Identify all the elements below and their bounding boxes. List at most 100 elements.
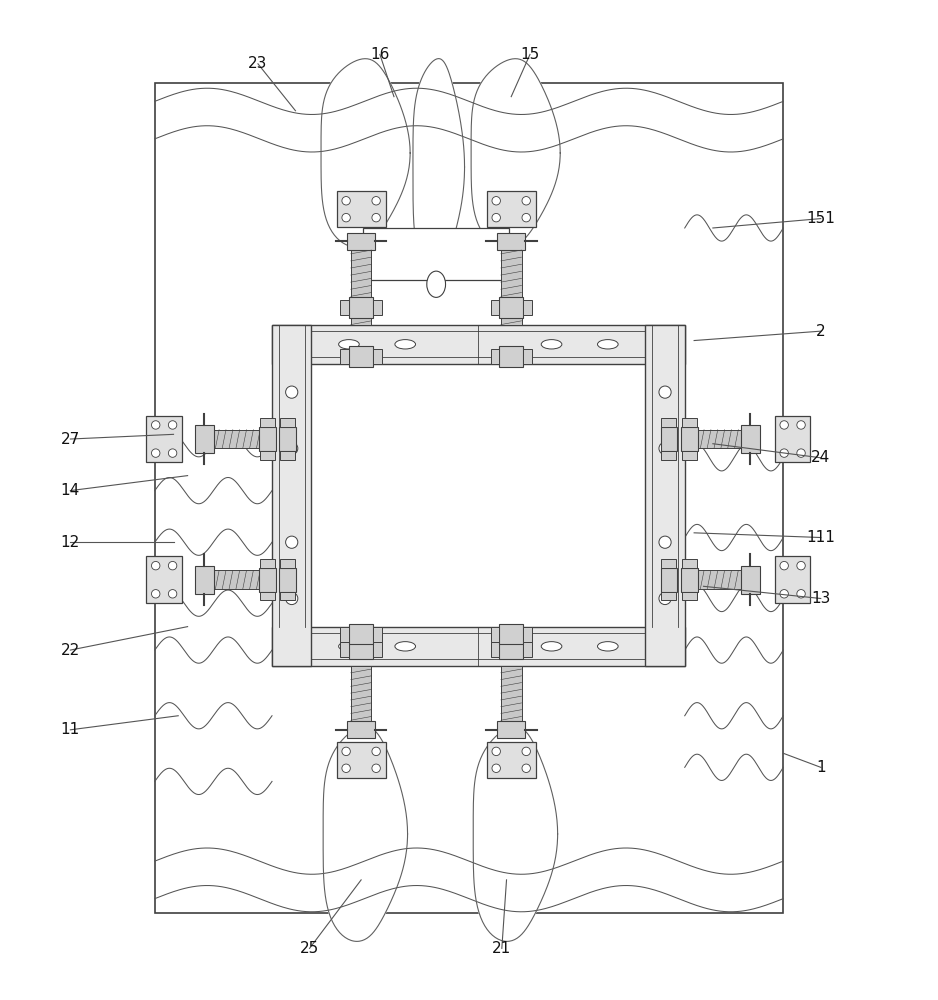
Ellipse shape xyxy=(151,449,159,457)
Text: 24: 24 xyxy=(811,450,830,465)
Bar xyxy=(687,430,755,448)
Ellipse shape xyxy=(341,747,350,756)
Bar xyxy=(340,642,349,657)
Polygon shape xyxy=(474,726,557,941)
Bar xyxy=(280,592,295,600)
Bar xyxy=(349,639,373,659)
Bar xyxy=(280,451,295,460)
Bar xyxy=(195,566,214,594)
Bar xyxy=(349,297,373,318)
Bar xyxy=(373,642,382,657)
Ellipse shape xyxy=(341,764,350,772)
Bar xyxy=(351,666,371,727)
Bar xyxy=(687,570,755,589)
Text: 1: 1 xyxy=(816,760,825,775)
Text: 27: 27 xyxy=(61,432,80,447)
Ellipse shape xyxy=(779,590,788,598)
Text: 12: 12 xyxy=(61,535,80,550)
Ellipse shape xyxy=(168,421,176,429)
Bar xyxy=(501,666,522,727)
Ellipse shape xyxy=(395,340,416,349)
Text: 111: 111 xyxy=(807,530,835,545)
Bar xyxy=(337,742,386,778)
Bar xyxy=(349,624,373,644)
Text: 21: 21 xyxy=(492,941,511,956)
Bar xyxy=(280,559,295,568)
Bar xyxy=(373,627,382,642)
Ellipse shape xyxy=(168,590,176,598)
Ellipse shape xyxy=(598,340,618,349)
Ellipse shape xyxy=(151,421,159,429)
Bar xyxy=(682,559,697,568)
Bar xyxy=(681,568,698,592)
Ellipse shape xyxy=(285,592,297,605)
Bar xyxy=(202,430,270,448)
Ellipse shape xyxy=(151,561,159,570)
Polygon shape xyxy=(324,726,407,941)
Bar xyxy=(146,556,182,603)
Bar xyxy=(280,568,296,592)
Bar xyxy=(202,570,270,589)
Ellipse shape xyxy=(371,764,381,772)
Bar xyxy=(146,416,182,462)
Ellipse shape xyxy=(339,642,359,651)
Text: 15: 15 xyxy=(521,47,539,62)
Bar xyxy=(501,247,522,325)
Ellipse shape xyxy=(371,747,381,756)
Bar xyxy=(660,568,677,592)
Bar xyxy=(337,191,386,227)
Bar xyxy=(497,233,525,250)
Text: 14: 14 xyxy=(61,483,80,498)
Polygon shape xyxy=(321,59,410,247)
Bar xyxy=(499,346,523,367)
Bar xyxy=(272,325,311,666)
Bar xyxy=(682,418,697,427)
Ellipse shape xyxy=(168,561,176,570)
Bar xyxy=(523,627,532,642)
Bar xyxy=(351,247,371,325)
Bar xyxy=(195,425,214,453)
Ellipse shape xyxy=(427,271,446,297)
Bar xyxy=(775,416,810,462)
Text: 23: 23 xyxy=(249,56,267,71)
Ellipse shape xyxy=(339,340,359,349)
Bar xyxy=(487,191,536,227)
Bar xyxy=(661,418,676,427)
Bar xyxy=(660,427,677,451)
Bar xyxy=(499,624,523,644)
Bar xyxy=(499,297,523,318)
Bar xyxy=(340,300,349,315)
Ellipse shape xyxy=(371,213,381,222)
Text: 22: 22 xyxy=(61,643,80,658)
Bar xyxy=(741,566,760,594)
Ellipse shape xyxy=(285,442,297,455)
Text: 2: 2 xyxy=(816,324,825,339)
Bar xyxy=(260,559,275,568)
Polygon shape xyxy=(413,59,464,275)
Bar xyxy=(259,427,276,451)
Ellipse shape xyxy=(492,747,501,756)
Ellipse shape xyxy=(658,536,671,548)
Ellipse shape xyxy=(285,536,297,548)
Text: 151: 151 xyxy=(807,211,835,226)
Bar xyxy=(681,427,698,451)
Ellipse shape xyxy=(522,764,531,772)
Bar xyxy=(280,418,295,427)
Ellipse shape xyxy=(796,449,805,457)
Ellipse shape xyxy=(492,764,501,772)
Polygon shape xyxy=(471,59,560,247)
Bar xyxy=(260,592,275,600)
Bar xyxy=(682,592,697,600)
Ellipse shape xyxy=(522,213,531,222)
Bar xyxy=(499,639,523,659)
Ellipse shape xyxy=(522,197,531,205)
Bar xyxy=(682,451,697,460)
Bar xyxy=(741,425,760,453)
Ellipse shape xyxy=(658,442,671,455)
Ellipse shape xyxy=(796,561,805,570)
Ellipse shape xyxy=(796,421,805,429)
Bar xyxy=(347,233,375,250)
Ellipse shape xyxy=(779,449,788,457)
Ellipse shape xyxy=(492,197,501,205)
Bar xyxy=(260,451,275,460)
